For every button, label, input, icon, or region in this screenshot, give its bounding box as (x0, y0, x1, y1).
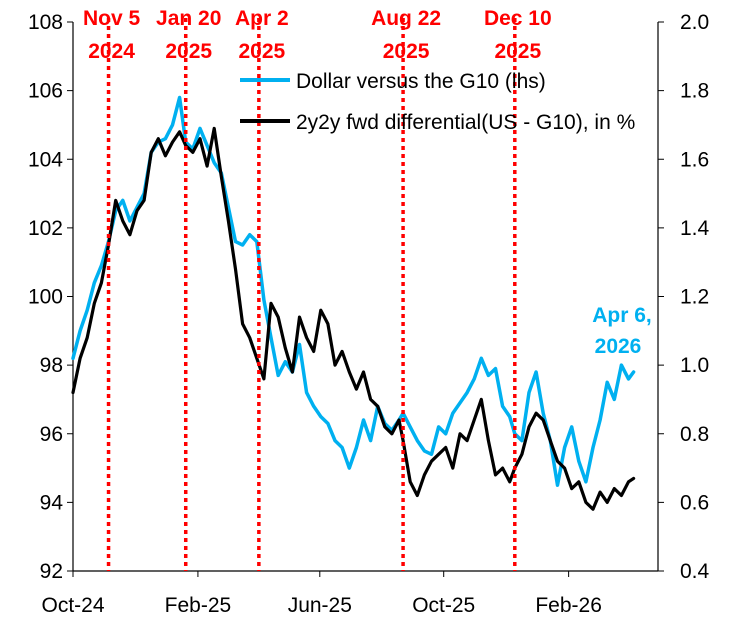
event-label-line1: Nov 5 (83, 7, 141, 30)
event-label-line2: 2025 (239, 40, 286, 63)
event-label-line1: Dec 10 (484, 7, 552, 30)
rate-differential-series-line (71, 126, 636, 511)
series-layer (71, 95, 636, 511)
legend-label: Dollar versus the G10 (lhs) (296, 70, 546, 93)
left-tick-label: 108 (28, 11, 63, 34)
left-tick-label: 92 (40, 560, 63, 583)
left-tick-label: 94 (40, 491, 64, 514)
event-label-line1: Jan 20 (156, 7, 221, 30)
x-tick-label: Feb-26 (535, 594, 602, 617)
right-tick-label: 1.6 (680, 148, 709, 171)
left-tick-label: 102 (28, 217, 63, 240)
right-tick-label: 1.2 (680, 286, 709, 309)
right-tick-label: 2.0 (680, 11, 709, 34)
left-tick-label: 104 (28, 148, 63, 171)
right-tick-label: 1.4 (680, 217, 710, 240)
x-tick-label: Oct-24 (41, 594, 104, 617)
x-tick-label: Oct-25 (412, 594, 475, 617)
event-label-line2: 2025 (494, 40, 541, 63)
right-tick-label: 1.0 (680, 354, 709, 377)
event-label-line2: 2025 (383, 40, 430, 63)
annotation-line1: Apr 6, (592, 304, 652, 327)
right-tick-label: 0.6 (680, 491, 709, 514)
right-tick-label: 0.8 (680, 423, 709, 446)
left-tick-label: 100 (28, 286, 63, 309)
left-tick-label: 96 (40, 423, 63, 446)
legend: Dollar versus the G10 (lhs) 2y2y fwd diff… (240, 70, 635, 134)
right-tick-label: 1.8 (680, 80, 709, 103)
dollar-g10-series-line (71, 95, 636, 487)
event-lines-layer: Nov 5 2024 Jan 20 2025 Apr 2 2025 Aug 22 2025 De… (83, 7, 552, 571)
left-tick-label: 98 (40, 354, 63, 377)
event-label-line1: Apr 2 (235, 7, 289, 30)
annotation-line2: 2026 (595, 335, 642, 358)
event-label-line2: 2024 (88, 40, 135, 63)
annotation-layer: Apr 6, 2026 (592, 304, 652, 358)
x-tick-label: Jun-25 (288, 594, 352, 617)
axes-layer: 92 94 96 98 100 102 104 106 108 0.4 0.6 0.8 1.0 1.2 1.… (28, 11, 710, 617)
event-label-line2: 2025 (165, 40, 212, 63)
left-tick-label: 106 (28, 80, 63, 103)
event-label-line1: Aug 22 (371, 7, 441, 30)
right-tick-label: 0.4 (680, 560, 710, 583)
legend-label: 2y2y fwd differential(US - G10), in % (296, 111, 635, 134)
x-tick-label: Feb-25 (165, 594, 232, 617)
